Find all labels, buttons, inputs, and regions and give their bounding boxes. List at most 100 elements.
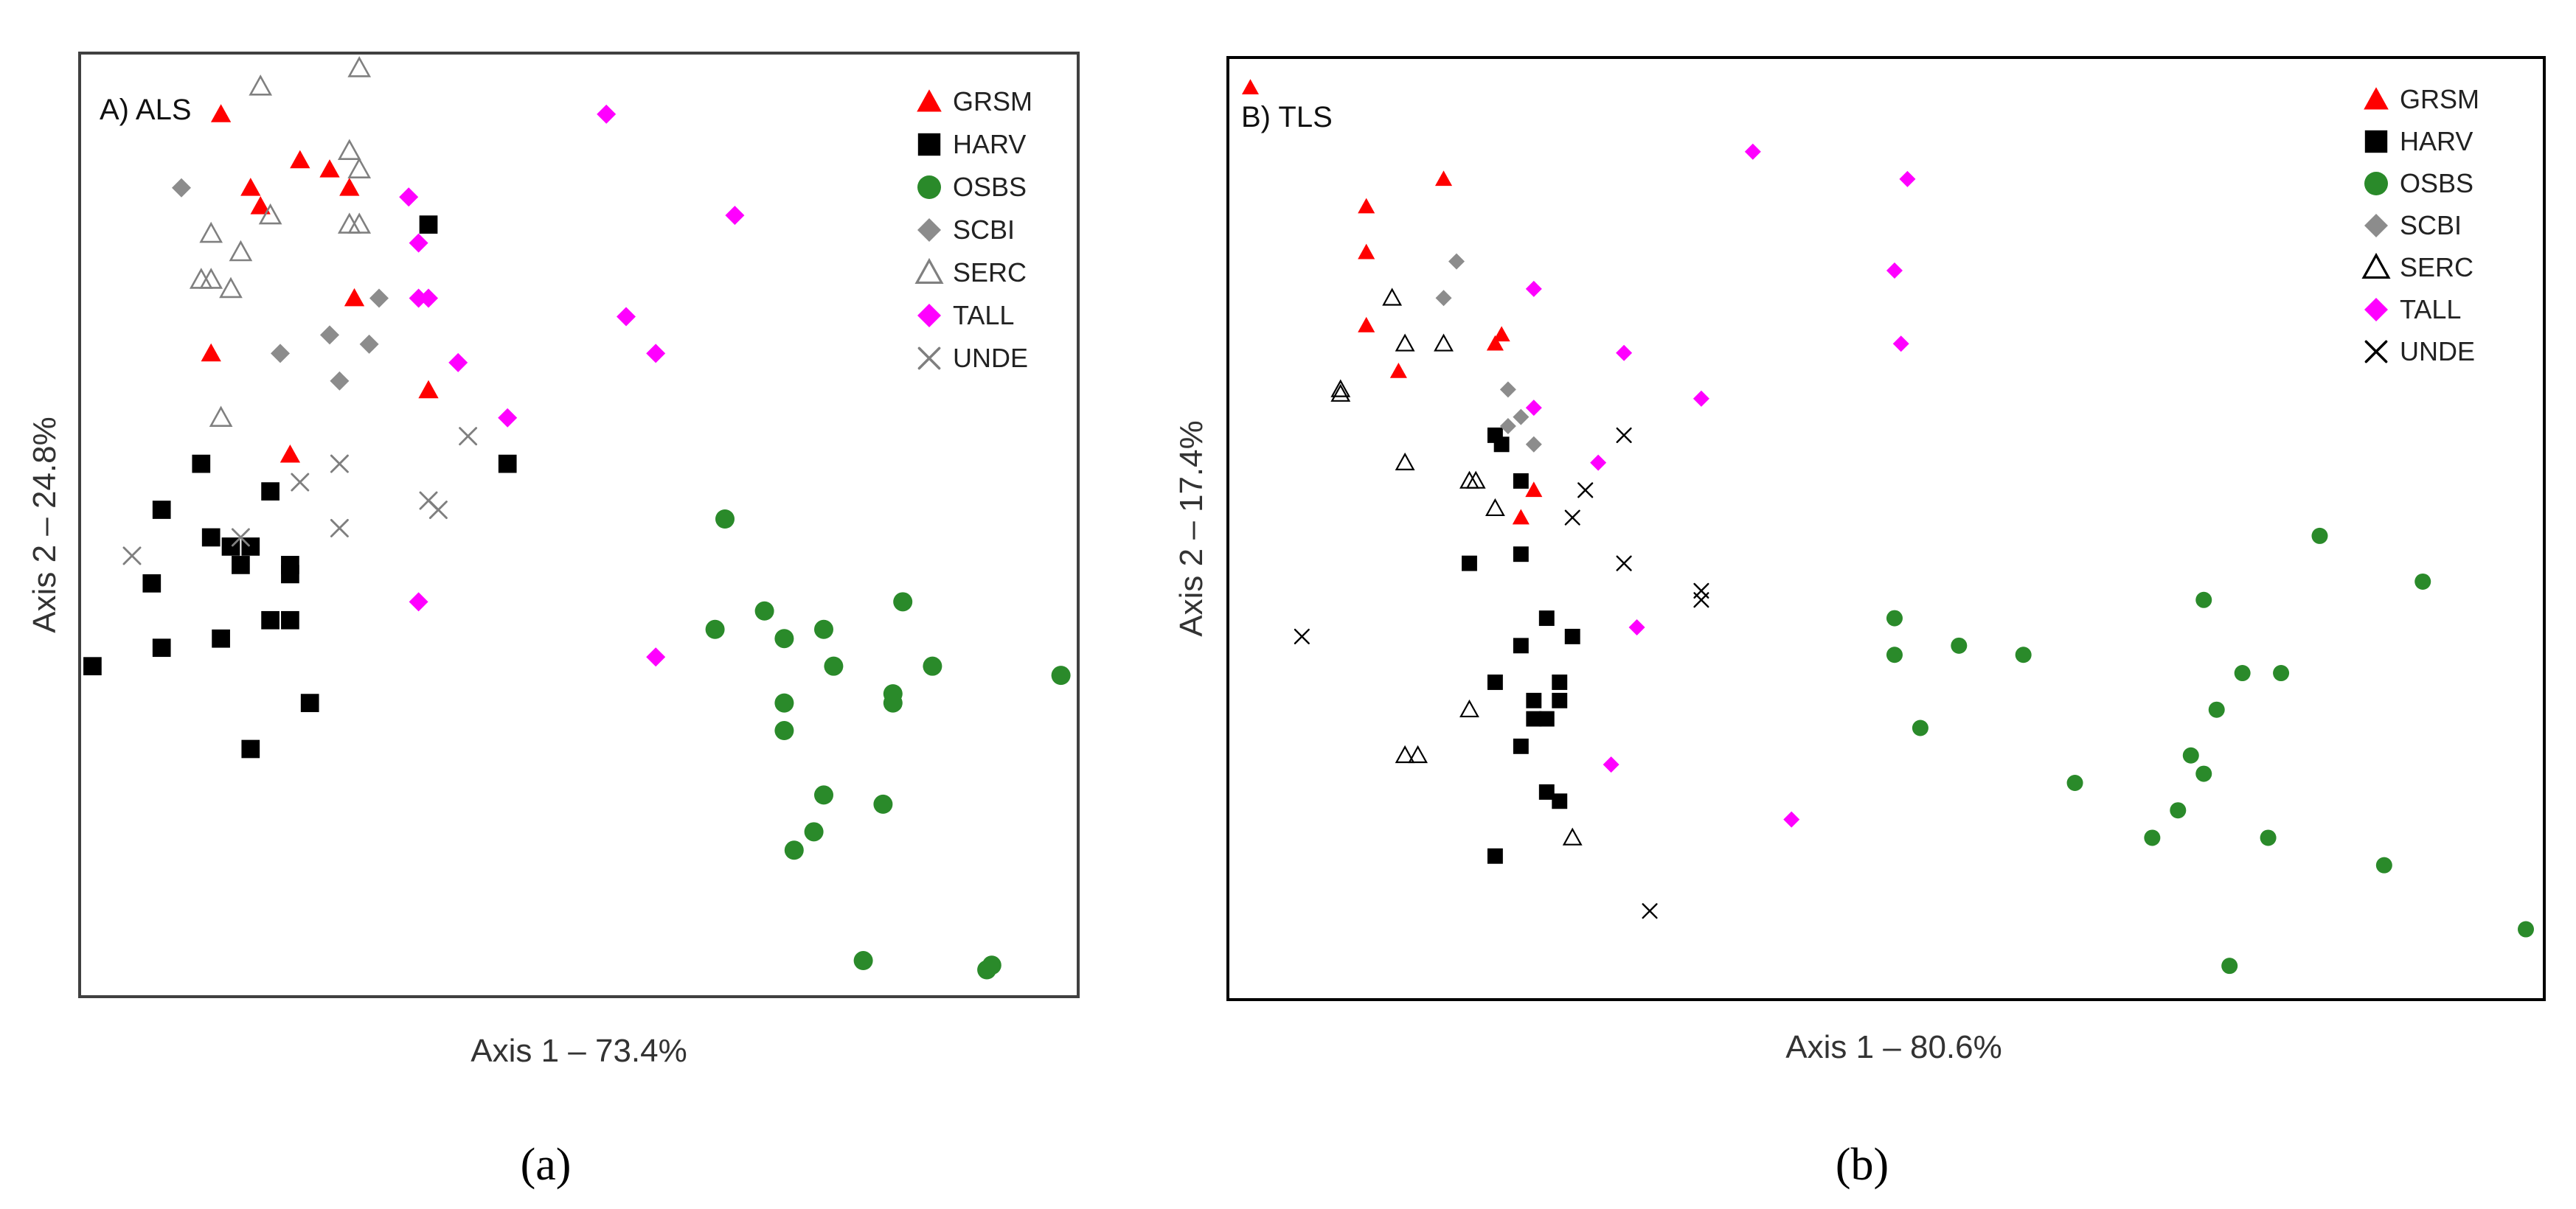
point-scbi-4: [1499, 417, 1516, 434]
point-harv-2: [1513, 473, 1529, 489]
point-grsm-8: [1525, 481, 1543, 498]
point-osbs-3: [705, 619, 725, 639]
panel-a-caption: (a): [521, 1140, 572, 1190]
panel-a-frame: [78, 52, 1080, 998]
point-grsm-0: [1241, 79, 1260, 95]
point-scbi-2: [320, 325, 339, 345]
point-osbs-19: [977, 960, 997, 980]
point-tall-7: [1525, 400, 1542, 417]
legend-label-grsm: GRSM: [953, 86, 1032, 116]
point-tall-5: [419, 288, 438, 308]
point-harv-1: [1493, 436, 1510, 453]
point-serc-1: [1395, 333, 1415, 352]
panel-b-legend: GRSM HARV OSBS SCBI SERC TALL UNDE: [2361, 84, 2479, 366]
point-unde-0: [459, 427, 478, 446]
legend-label-serc: SERC: [2400, 252, 2473, 282]
legend-label-osbs: OSBS: [953, 172, 1027, 202]
panel-a-legend: GRSM HARV OSBS SCBI SERC TALL UNDE: [914, 86, 1032, 373]
point-unde-7: [1642, 903, 1658, 919]
legend-marker-osbs: [917, 175, 941, 199]
point-serc-11: [1408, 745, 1428, 764]
point-scbi-4: [271, 344, 290, 363]
legend-label-scbi: SCBI: [2400, 210, 2462, 240]
point-grsm-9: [1512, 509, 1530, 525]
point-serc-12: [209, 405, 233, 427]
panel-b-marks: [1241, 79, 2534, 975]
legend-marker-osbs: [2364, 172, 2388, 195]
point-osbs-19: [2221, 958, 2238, 975]
point-harv-16: [241, 739, 260, 759]
point-tall-0: [1744, 143, 1761, 160]
point-osbs-3: [1886, 610, 1903, 627]
point-harv-11: [261, 610, 280, 630]
point-tall-2: [1886, 262, 1903, 279]
point-tall-4: [1616, 344, 1633, 361]
point-grsm-7: [201, 343, 221, 362]
point-harv-7: [1513, 638, 1529, 654]
point-tall-7: [646, 344, 666, 363]
point-grsm-8: [418, 380, 439, 399]
point-osbs-13: [814, 785, 833, 805]
point-serc-6: [347, 212, 372, 234]
point-osbs-4: [1951, 637, 1968, 654]
panel-b-title: B) TLS: [1241, 101, 1333, 133]
point-serc-8: [1485, 498, 1505, 517]
point-osbs-2: [893, 592, 913, 612]
point-grsm-5: [1493, 326, 1510, 342]
point-scbi-0: [172, 178, 191, 198]
point-tall-4: [409, 288, 428, 308]
panel-b: GRSM HARV OSBS SCBI SERC TALL UNDE B) TLS Axis…: [1173, 56, 2546, 1190]
legend-marker-serc: [2361, 252, 2391, 279]
point-serc-0: [1382, 288, 1403, 306]
point-unde-0: [1616, 427, 1632, 443]
point-serc-7: [199, 221, 223, 243]
point-unde-3: [1616, 555, 1632, 571]
point-osbs-16: [2144, 829, 2161, 846]
point-osbs-10: [1912, 720, 1928, 736]
legend-marker-tall: [2364, 298, 2388, 321]
point-grsm-9: [280, 444, 301, 463]
panel-a: GRSM HARV OSBS SCBI SERC TALL UNDE A) ALS Axis…: [27, 52, 1080, 1190]
point-harv-1: [192, 454, 211, 473]
point-osbs-7: [923, 656, 942, 676]
point-harv-2: [152, 501, 171, 519]
panel-b-x-axis-label: Axis 1 – 80.6%: [1785, 1029, 2002, 1065]
point-harv-18: [498, 454, 517, 473]
point-harv-6: [1564, 628, 1580, 644]
legend-label-scbi: SCBI: [953, 215, 1015, 245]
legend-label-harv: HARV: [2400, 126, 2473, 156]
legend-label-grsm: GRSM: [2400, 84, 2479, 114]
point-serc-12: [1562, 827, 1583, 846]
point-osbs-11: [2182, 747, 2199, 764]
point-unde-6: [1294, 628, 1310, 644]
point-osbs-7: [2234, 665, 2251, 682]
legend-marker-harv: [2364, 130, 2388, 153]
point-tall-11: [646, 647, 666, 667]
panel-b-y-axis-label: Axis 2 – 17.4%: [1173, 420, 1209, 637]
point-tall-6: [1693, 390, 1709, 407]
point-serc-2: [1434, 333, 1454, 352]
point-serc-9: [1459, 699, 1479, 718]
point-serc-1: [347, 56, 372, 77]
point-harv-12: [1526, 711, 1542, 727]
legend-marker-scbi: [2364, 214, 2388, 237]
point-unde-5: [330, 519, 349, 537]
point-scbi-2: [1499, 381, 1516, 398]
point-unde-1: [1577, 482, 1594, 498]
point-osbs-12: [774, 721, 794, 741]
point-grsm-7: [1389, 362, 1407, 378]
point-unde-6: [231, 528, 250, 547]
point-osbs-9: [883, 693, 903, 713]
point-grsm-0: [210, 104, 232, 122]
point-tall-5: [1892, 335, 1909, 352]
point-harv-13: [212, 629, 230, 648]
point-scbi-1: [1435, 290, 1452, 307]
point-osbs-6: [824, 656, 844, 676]
point-tall-9: [1628, 619, 1645, 636]
point-tall-11: [1783, 811, 1800, 828]
point-harv-11: [1552, 692, 1568, 708]
point-grsm-6: [1358, 316, 1375, 332]
point-grsm-2: [1434, 170, 1453, 187]
point-osbs-5: [2015, 647, 2032, 663]
point-harv-3: [1462, 555, 1477, 571]
